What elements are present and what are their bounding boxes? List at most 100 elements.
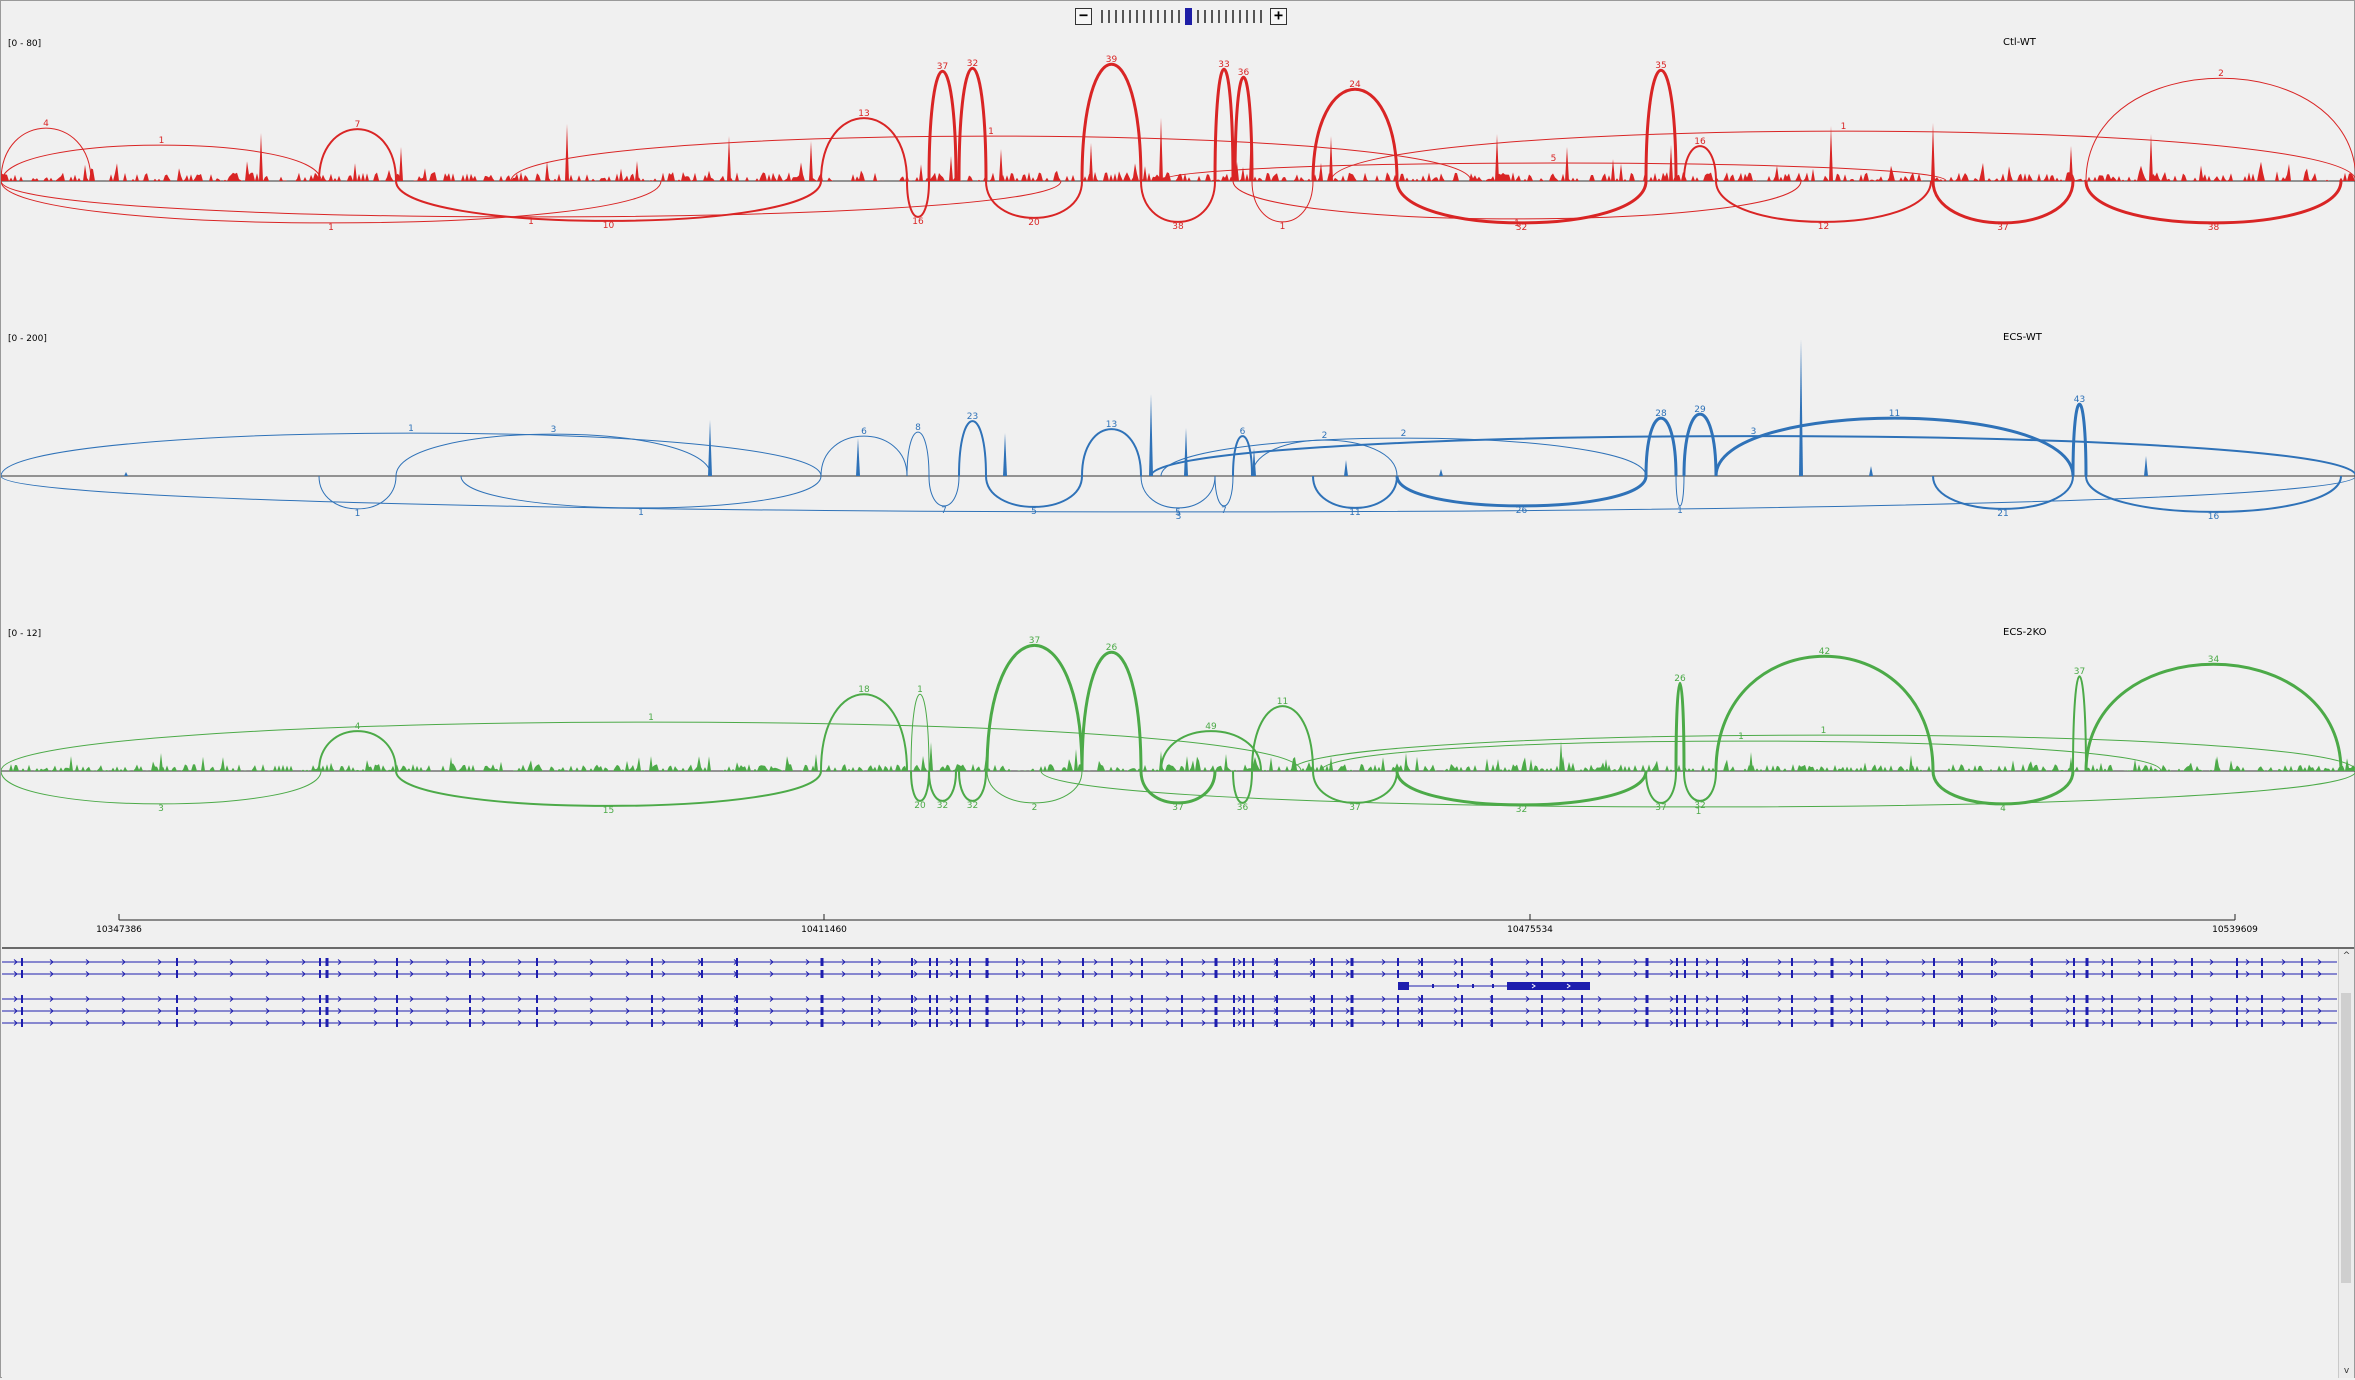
splice-junction-arc[interactable] [1150,435,2355,477]
splice-junction-arc[interactable] [1232,435,1253,477]
splice-junction-arc[interactable] [985,180,1083,219]
transcript-tracks[interactable] [2,949,2338,1069]
track-ctl-wt[interactable]: [0 - 80] Ctl-WT 7 13 37 32 39 33 36 24 35 16 4 1 1 1 5… [1,1,2355,291]
splice-junction-arc[interactable] [958,770,987,802]
splice-junction-arc[interactable] [928,770,957,802]
splice-junction-arc[interactable] [1232,770,1253,804]
zoom-level-tick[interactable] [1217,9,1220,23]
transcript-row[interactable] [2,970,2337,978]
zoom-level-tick[interactable] [1170,9,1173,23]
scrollbar-thumb[interactable] [2341,993,2351,1283]
splice-junction-arc[interactable] [1,721,1302,772]
splice-junction-arc[interactable] [1675,475,1685,507]
transcript-row[interactable] [2,1019,2337,1027]
splice-junction-arc[interactable] [1040,770,2355,808]
splice-junction-arc[interactable] [1,475,2355,513]
splice-junction-arc[interactable] [1232,180,1802,220]
transcript-row[interactable] [2,958,2337,966]
zoom-level-tick[interactable] [1210,9,1213,23]
splice-junction-arc[interactable] [1330,130,2355,182]
splice-junction-arc[interactable] [1214,475,1234,507]
zoom-in-button[interactable]: + [1270,7,1287,25]
zoom-level-tick[interactable] [1156,9,1159,23]
splice-junction-arc[interactable] [395,433,712,477]
splice-junction-arc[interactable] [1,144,322,182]
splice-junction-arc[interactable] [820,693,908,772]
transcript-row[interactable] [2,1007,2337,1015]
zoom-level-tick[interactable] [1231,9,1234,23]
splice-junction-arc[interactable] [1080,650,1143,772]
splice-junction-arc[interactable] [2085,475,2342,513]
splice-junction-arc[interactable] [1160,162,1947,182]
splice-junction-arc[interactable] [985,644,1084,772]
splice-junction-arc[interactable] [928,475,960,507]
splice-junction-arc[interactable] [820,435,908,477]
splice-junction-arc[interactable] [957,67,988,182]
splice-junction-arc[interactable] [1,180,662,224]
splice-junction-arc[interactable] [1160,437,1647,477]
splice-junction-arc[interactable] [318,128,397,182]
gene-annotation-panel[interactable]: ^ v [2,947,2354,1380]
zoom-level-tick[interactable] [1107,9,1110,23]
vertical-scrollbar[interactable]: ^ v [2338,949,2354,1378]
splice-junction-arc[interactable] [1312,770,1398,804]
splice-junction-arc[interactable] [1251,180,1314,223]
splice-junction-arc[interactable] [906,180,930,218]
splice-junction-arc[interactable] [1715,180,1932,223]
zoom-level-tick[interactable] [1121,9,1124,23]
splice-junction-arc[interactable] [1139,770,1217,805]
splice-junction-arc[interactable] [1714,655,1935,772]
zoom-level-tick[interactable] [1142,9,1145,23]
splice-junction-arc[interactable] [395,770,822,807]
track-ecs-2ko[interactable]: [0 - 12] ECS-2KO 4 18 1 37 26 11 26 42 37 34 1 49 1 1… [1,591,2355,881]
zoom-level-tick[interactable] [1238,9,1241,23]
splice-junction-arc[interactable] [1931,180,2075,225]
splice-junction-arc[interactable] [1,770,322,805]
splice-junction-arc[interactable] [1644,416,1678,477]
zoom-level-tick[interactable] [1114,9,1117,23]
splice-junction-arc[interactable] [1251,439,1398,477]
splice-junction-arc[interactable] [906,431,930,477]
zoom-level-tick[interactable] [1128,9,1131,23]
splice-junction-arc[interactable] [820,117,908,182]
splice-junction-arc[interactable] [1683,145,1717,182]
splice-junction-arc[interactable] [2085,77,2355,182]
zoom-level-tick[interactable] [1135,9,1138,23]
splice-junction-arc[interactable] [318,475,397,510]
zoom-level-tick[interactable] [1203,9,1206,23]
splice-junction-arc[interactable] [1932,475,2074,510]
splice-junction-arc[interactable] [1395,180,1648,225]
splice-junction-arc[interactable] [2084,180,2343,225]
splice-junction-arc[interactable] [2072,675,2087,772]
splice-junction-arc[interactable] [1312,475,1398,509]
zoom-out-button[interactable]: − [1075,7,1092,25]
splice-junction-arc[interactable] [1290,734,2355,772]
splice-junction-arc[interactable] [1,432,822,477]
splice-junction-arc[interactable] [1,127,92,182]
zoom-level-tick[interactable] [1224,9,1227,23]
splice-junction-arc[interactable] [395,180,822,222]
zoom-level-tick[interactable] [1245,9,1248,23]
splice-junction-arc[interactable] [958,420,987,477]
splice-junction-arc[interactable] [318,730,397,772]
splice-junction-arc[interactable] [1645,770,1677,804]
splice-junction-arc[interactable] [1395,770,1648,807]
splice-junction-arc[interactable] [1,180,1062,218]
zoom-level-tick[interactable] [1196,9,1199,23]
splice-junction-arc[interactable] [1682,412,1718,477]
zoom-level-tick[interactable] [1177,9,1180,23]
zoom-level-tick[interactable] [1100,9,1103,23]
splice-junction-arc[interactable] [927,69,958,182]
splice-junction-arc[interactable] [1320,740,2162,772]
transcript-row[interactable] [2,995,2337,1003]
scroll-down-icon[interactable]: v [2343,1366,2350,1376]
splice-junction-arc[interactable] [1160,730,1262,772]
splice-junction-arc[interactable] [1140,180,1216,223]
splice-junction-arc[interactable] [1081,428,1142,477]
splice-junction-arc[interactable] [986,770,1083,804]
splice-junction-arc[interactable] [1644,69,1678,182]
splice-junction-arc[interactable] [1140,475,1216,509]
splice-junction-arc[interactable] [910,694,930,772]
splice-junction-arc[interactable] [985,475,1083,508]
track-ecs-wt[interactable]: [0 - 200] ECS-WT 6 8 23 13 6 28 29 11 43 3 1 3 2 2 1 1 7… [1,296,2355,586]
